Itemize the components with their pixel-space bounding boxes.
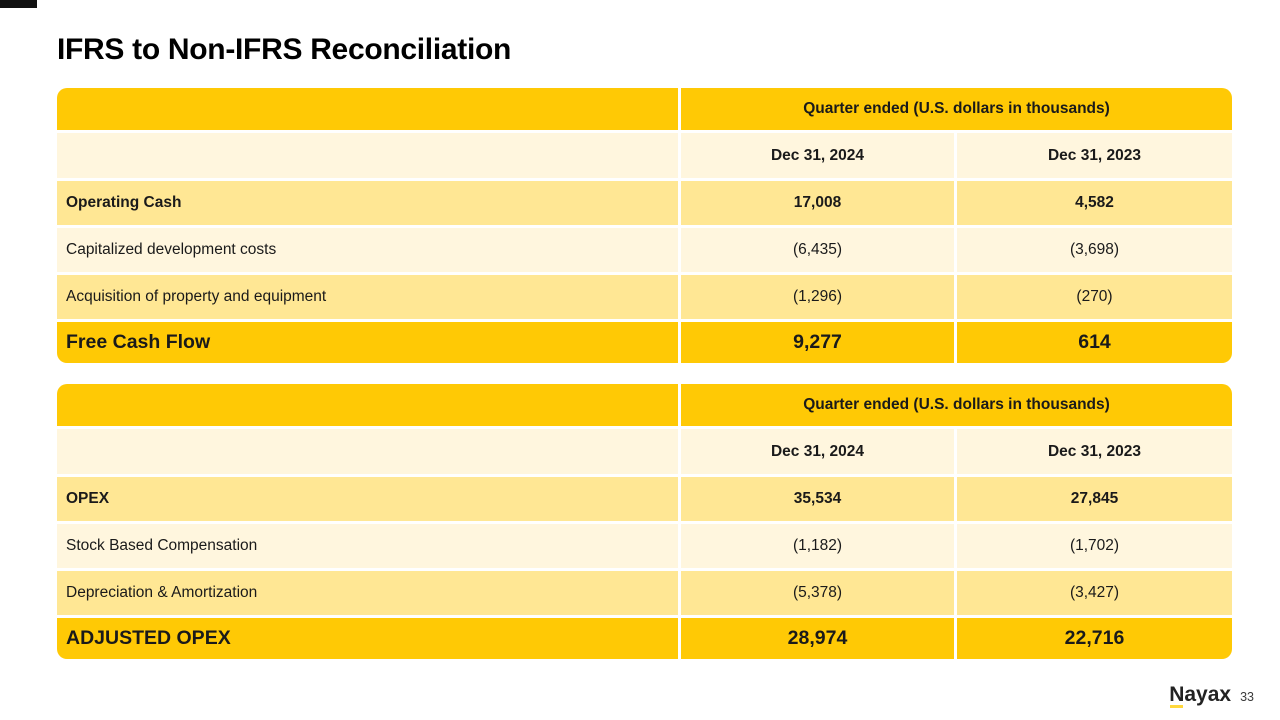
table2-row-value: (1,702) [957, 524, 1232, 568]
table2-header: Quarter ended (U.S. dollars in thousands… [681, 384, 1232, 426]
table2-header-spacer [57, 384, 678, 426]
table1-row-label: Operating Cash [57, 181, 678, 225]
table1-row-value: (6,435) [681, 228, 954, 272]
table2-col-2023: Dec 31, 2023 [957, 429, 1232, 474]
free-cash-flow-table: Quarter ended (U.S. dollars in thousands… [57, 88, 1232, 363]
table2-row-value: (3,427) [957, 571, 1232, 615]
table2-total-label: ADJUSTED OPEX [57, 618, 678, 659]
table2-row-value: 35,534 [681, 477, 954, 521]
page-number: 33 [1240, 690, 1254, 704]
logo-underline-mark [1170, 705, 1184, 708]
table2-col-2024: Dec 31, 2024 [681, 429, 954, 474]
table1-row-label: Acquisition of property and equipment [57, 275, 678, 319]
page-title: IFRS to Non-IFRS Reconciliation [57, 33, 512, 66]
table1-row-value: (3,698) [957, 228, 1232, 272]
adjusted-opex-table: Quarter ended (U.S. dollars in thousands… [57, 384, 1232, 659]
table1-colheader-spacer [57, 133, 678, 178]
table1-col-2024: Dec 31, 2024 [681, 133, 954, 178]
table2-total-value: 28,974 [681, 618, 954, 659]
table2-colheader-spacer [57, 429, 678, 474]
table2-row-value: (1,182) [681, 524, 954, 568]
table1-col-2023: Dec 31, 2023 [957, 133, 1232, 178]
table2-row-label: Depreciation & Amortization [57, 571, 678, 615]
table1-row-label: Capitalized development costs [57, 228, 678, 272]
nayax-logo-text: Nayax [1169, 683, 1232, 706]
table1-row-value: (1,296) [681, 275, 954, 319]
slide-corner-mark [0, 0, 37, 8]
table2-row-value: 27,845 [957, 477, 1232, 521]
table1-total-label: Free Cash Flow [57, 322, 678, 363]
table1-row-value: (270) [957, 275, 1232, 319]
table1-header-spacer [57, 88, 678, 130]
table2-row-label: Stock Based Compensation [57, 524, 678, 568]
table1-header: Quarter ended (U.S. dollars in thousands… [681, 88, 1232, 130]
nayax-logo: Nayax [1169, 683, 1232, 708]
table1-row-value: 4,582 [957, 181, 1232, 225]
table2-row-label: OPEX [57, 477, 678, 521]
footer: Nayax 33 [1169, 683, 1254, 708]
table2-row-value: (5,378) [681, 571, 954, 615]
table1-total-value: 614 [957, 322, 1232, 363]
table2-total-value: 22,716 [957, 618, 1232, 659]
table1-total-value: 9,277 [681, 322, 954, 363]
table1-row-value: 17,008 [681, 181, 954, 225]
